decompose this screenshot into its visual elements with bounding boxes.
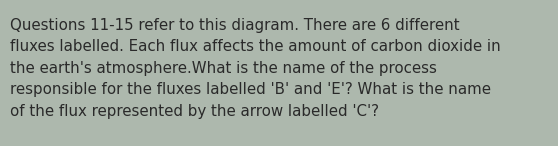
- Text: Questions 11-15 refer to this diagram. There are 6 different
fluxes labelled. Ea: Questions 11-15 refer to this diagram. T…: [10, 18, 501, 119]
